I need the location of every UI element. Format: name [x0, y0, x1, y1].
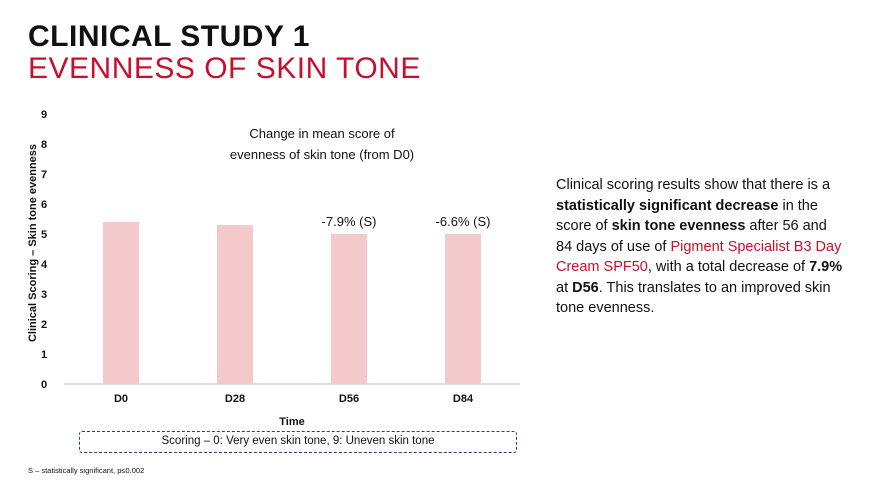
summary-bold-4: D56 — [572, 279, 599, 296]
summary-part-6: . This translates to an improved skin to… — [556, 279, 831, 317]
x-tick-label: D56 — [339, 393, 359, 405]
product-name: Pigment Specialist B3 Day Cream SPF50 — [556, 238, 842, 276]
bar-annotation: -6.6% (S) — [436, 214, 491, 229]
chart-title-line-2: evenness of skin tone (from D0) — [230, 147, 414, 162]
x-tick-label: D28 — [225, 393, 245, 405]
y-tick-label: 0 — [41, 379, 47, 391]
title-line-1: CLINICAL STUDY 1 — [28, 20, 310, 53]
x-axis-label: Time — [279, 416, 304, 428]
summary-part-4: , with a total decrease of — [647, 259, 810, 275]
bar-d0 — [103, 222, 139, 384]
y-tick-label: 4 — [41, 259, 48, 271]
bar-d56 — [331, 234, 367, 384]
summary-text: Clinical scoring results show that there… — [556, 175, 846, 319]
y-axis-ticks: 0 1 2 3 4 5 6 7 8 9 — [41, 109, 48, 391]
bar-annotations: -7.9% (S) -6.6% (S) — [322, 214, 491, 229]
y-tick-label: 5 — [41, 229, 47, 241]
x-axis-ticks: D0 D28 D56 D84 — [114, 393, 474, 405]
summary-part-5: at — [556, 279, 573, 296]
summary-bold-1: statistically significant decrease — [556, 197, 779, 214]
y-tick-label: 1 — [41, 349, 47, 361]
y-tick-label: 9 — [41, 109, 47, 121]
bar-annotation: -7.9% (S) — [322, 214, 377, 229]
chart-title-line-1: Change in mean score of — [249, 126, 395, 141]
bar-d84 — [445, 234, 481, 384]
bars-group — [103, 222, 481, 384]
y-tick-label: 7 — [41, 169, 47, 181]
x-tick-label: D84 — [453, 393, 474, 405]
y-tick-label: 3 — [41, 289, 47, 301]
summary-part-2: in the score of — [556, 197, 818, 235]
summary-part-3: after 56 and 84 days of use of — [556, 218, 827, 255]
summary-bold-2: skin tone evenness — [611, 218, 746, 234]
summary-part-1: Clinical scoring results show that there… — [556, 177, 831, 193]
title-line-2: EVENNESS OF SKIN TONE — [28, 52, 421, 85]
scoring-legend: Scoring – 0: Very even skin tone, 9: Une… — [79, 431, 517, 453]
footnote: S – statistically significant, p≤0.002 — [28, 466, 145, 475]
y-tick-label: 8 — [41, 139, 47, 151]
bar-d28 — [217, 225, 253, 384]
summary-bold-3: 7.9% — [809, 259, 843, 275]
y-axis-label-group: Clinical Scoring – Skin tone evenness — [27, 144, 39, 342]
y-tick-label: 6 — [41, 199, 47, 211]
y-axis-label: Clinical Scoring – Skin tone evenness — [27, 144, 39, 342]
x-tick-label: D0 — [114, 393, 128, 405]
y-tick-label: 2 — [41, 319, 47, 331]
